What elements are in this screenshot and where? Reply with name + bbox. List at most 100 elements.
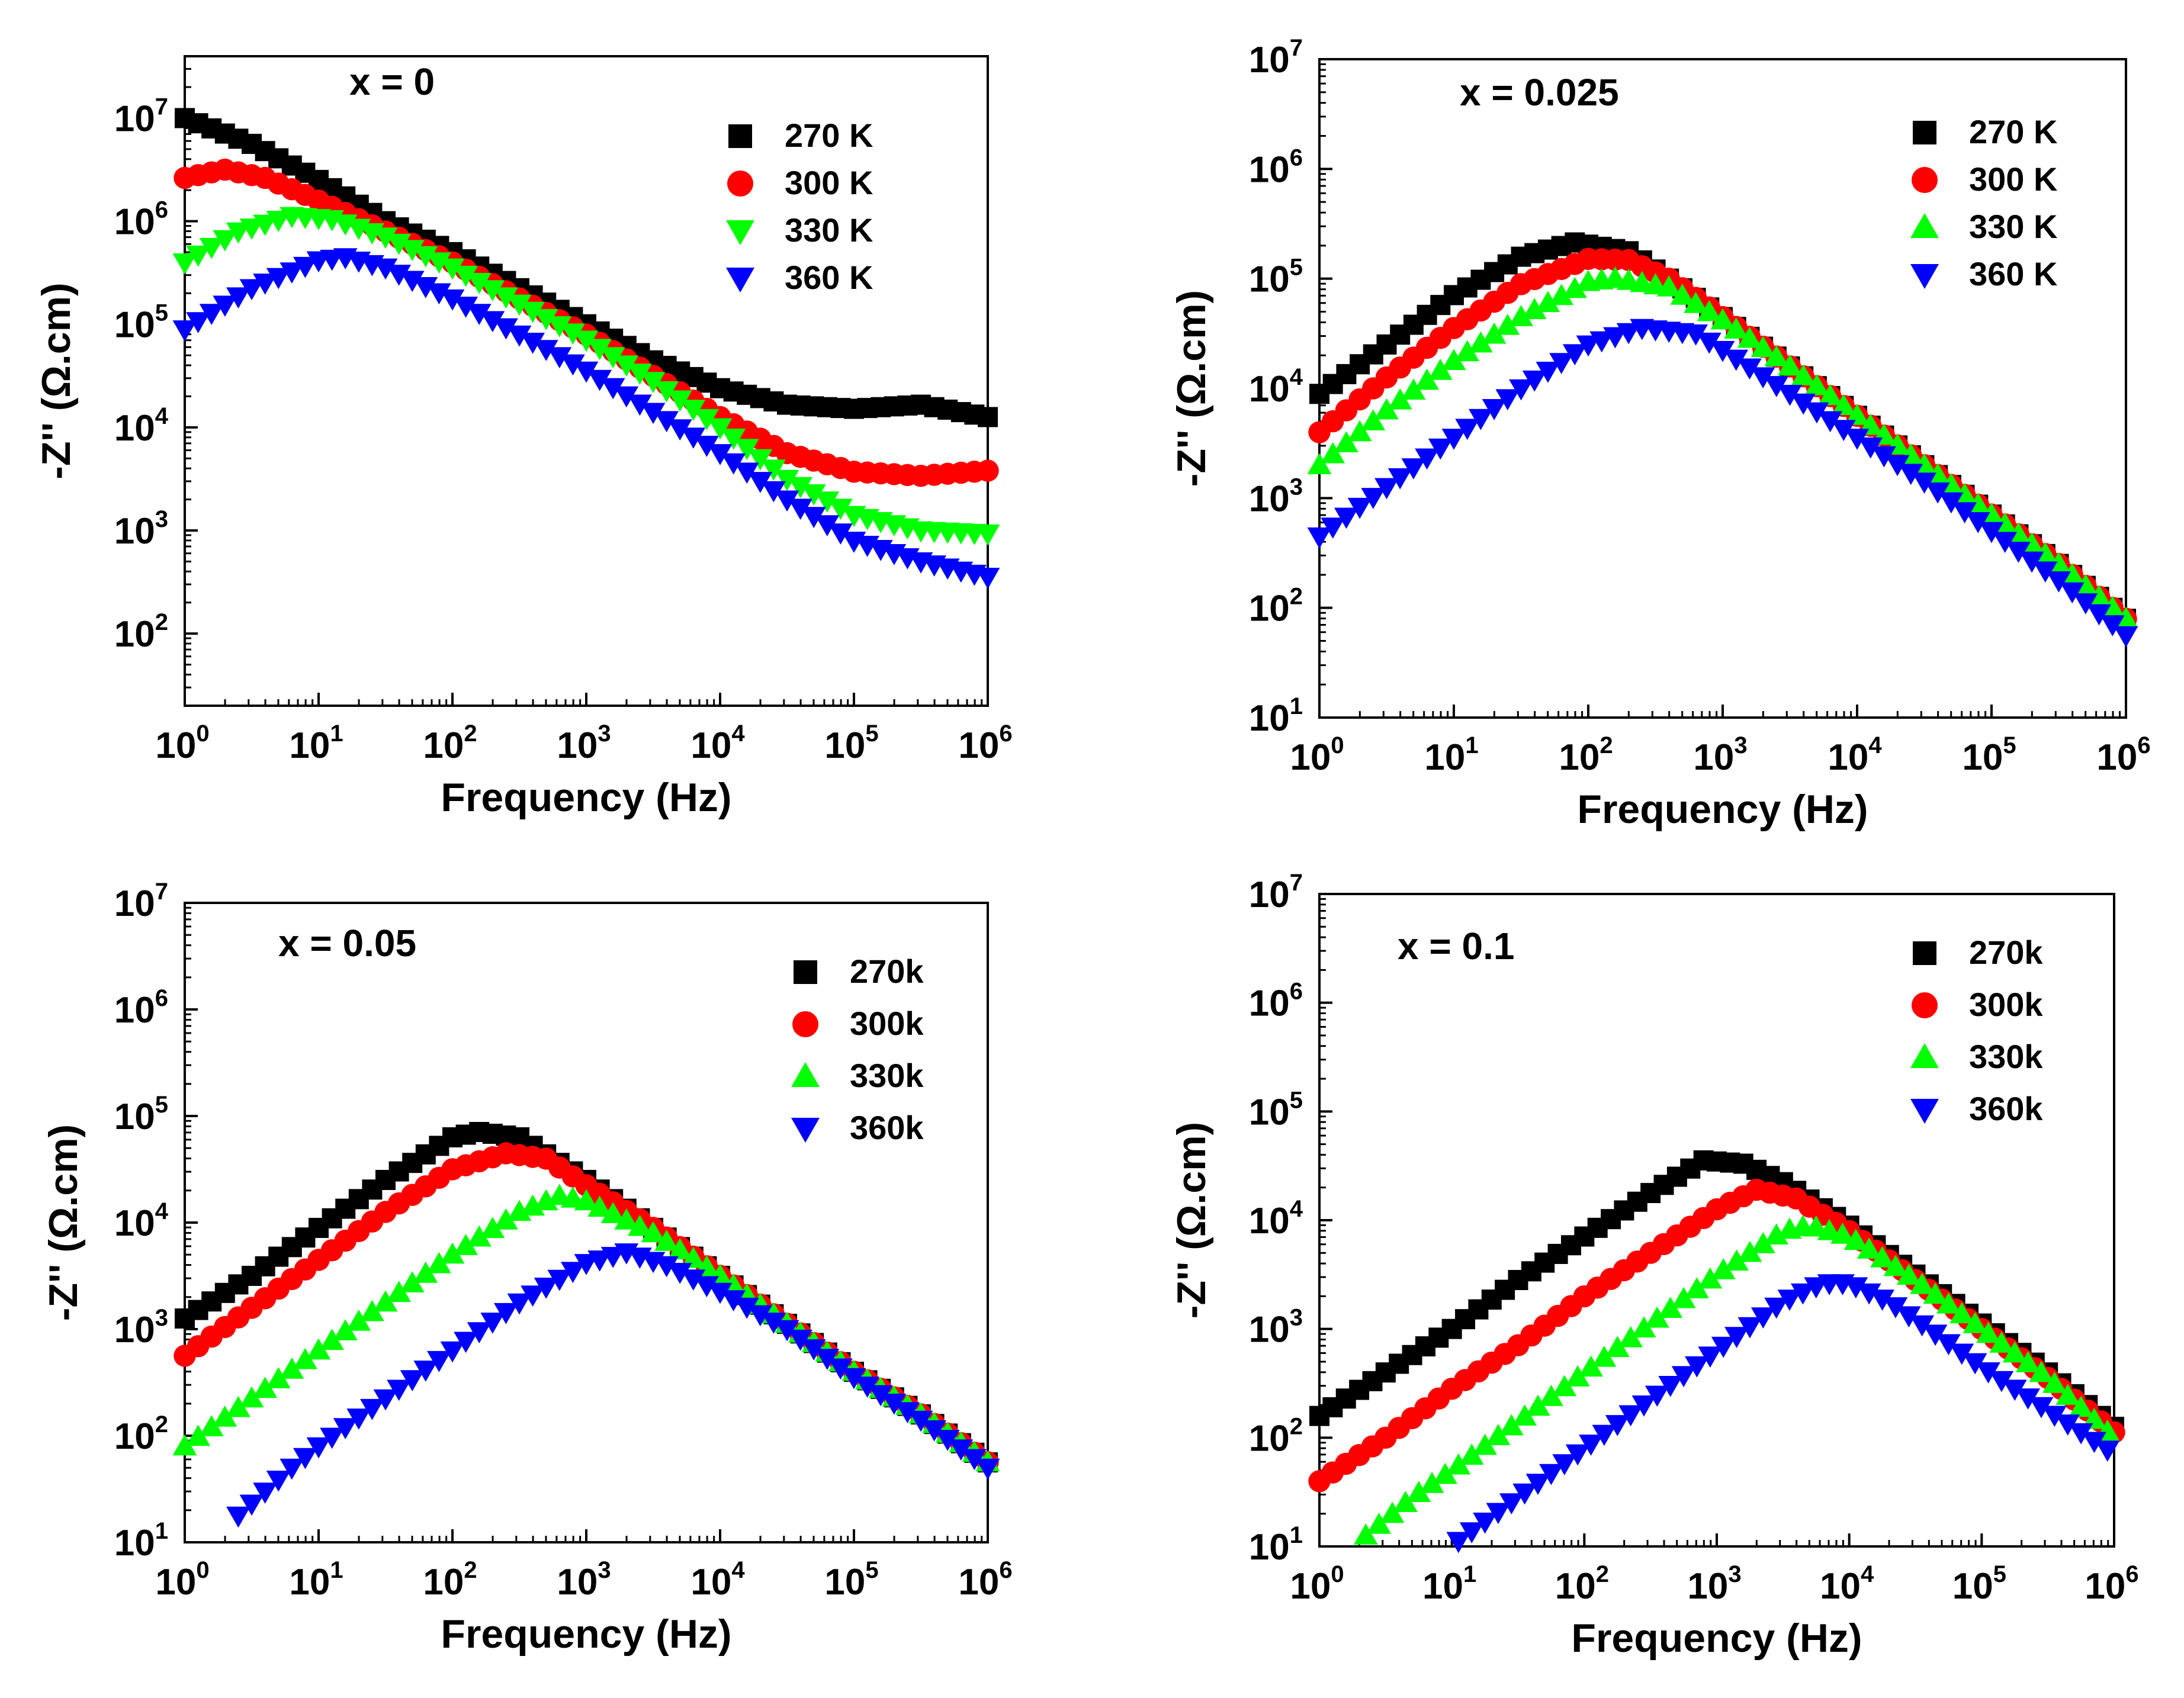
data-point [1658,1375,1683,1397]
data-point [641,372,666,393]
data-point [172,1434,197,1456]
data-point [977,459,999,482]
data-point [400,1271,425,1292]
y-tick-label: 107 [1249,870,1303,915]
data-point [1536,362,1560,383]
data-point [1697,300,1721,321]
data-point [534,308,558,330]
x-tick-label: 102 [423,1557,477,1603]
data-point [1843,1229,1868,1250]
data-point [1764,345,1789,366]
x-tick-label: 103 [1693,732,1747,778]
data-point [1616,323,1641,345]
x-tick-label: 106 [958,721,1012,766]
data-point [1870,1246,1894,1268]
data-point [1791,393,1816,415]
data-point [547,347,572,369]
data-point [467,273,492,294]
data-point [1912,472,1936,494]
y-tick-label: 106 [1249,979,1303,1024]
data-point [1684,324,1708,346]
data-point [1936,1334,1961,1356]
data-point [587,1195,612,1217]
data-point [1804,1215,1829,1237]
data-point [1334,431,1358,452]
data-point [1818,411,1842,433]
data-point [1536,291,1560,313]
data-point [721,453,746,475]
data-point [186,1424,210,1446]
y-tick-label: 102 [1249,1413,1303,1459]
data-point [1605,1415,1630,1436]
data-point [253,1482,277,1504]
y-tick-label: 102 [1249,584,1303,629]
legend-label: 330k [850,1057,924,1094]
data-point [788,1329,812,1351]
data-point [1751,336,1775,358]
data-point [587,339,612,361]
data-point [1482,322,1507,344]
data-point [721,1290,746,1311]
data-point [1830,1223,1855,1244]
data-point [494,1303,518,1324]
legend-marker [791,1118,820,1143]
data-point [1952,502,1977,523]
data-point [280,1458,304,1480]
data-point [828,1358,853,1380]
data-point [1737,326,1762,348]
x-tick-label: 100 [155,1557,209,1603]
data-point [574,1254,599,1275]
data-point [172,253,197,275]
data-point [507,294,532,316]
data-point [213,295,237,317]
y-tick-label: 101 [1249,1522,1303,1568]
data-point [2114,626,2138,648]
data-point [467,1225,492,1247]
data-point [547,316,572,337]
y-tick-label: 103 [1249,474,1303,519]
data-point [1522,298,1547,319]
data-point [1321,517,1345,539]
data-point [440,289,465,311]
data-point [1963,1353,1987,1375]
data-point [413,246,438,268]
data-point [868,1385,893,1407]
data-point [280,1358,304,1379]
data-point [1870,1289,1894,1311]
data-point [1401,458,1426,480]
legend-label: 270 K [1969,113,2057,150]
data-point [695,409,719,430]
data-point [2016,1388,2041,1410]
series-330k [1353,1215,2120,1545]
data-point [1831,394,1856,415]
data-point [1899,464,1923,485]
x-tick-label: 106 [958,1557,1012,1603]
legend-label: 360 K [1969,255,2057,292]
data-point [1576,335,1601,357]
data-point [1579,1435,1603,1456]
data-point [667,419,692,440]
x-tick-label: 103 [1687,1561,1741,1607]
data-point [1857,1283,1881,1305]
data-point [2002,1379,2027,1401]
data-point [1976,1362,2000,1384]
data-point [1374,398,1399,420]
data-point [239,218,264,240]
data-point [801,507,826,529]
data-point [801,1339,826,1361]
data-point [306,1437,331,1459]
data-point [1737,358,1762,380]
data-point [600,1202,625,1223]
data-point [842,1368,866,1390]
legend-label: 300 K [1969,160,2057,198]
data-point [387,1379,411,1401]
data-point [521,1285,545,1307]
data-point [695,436,719,457]
data-point [387,233,411,255]
data-point [1939,492,1964,514]
y-tick-label: 104 [1249,1196,1303,1242]
data-point [266,1367,291,1388]
x-tick-label: 101 [289,1557,343,1603]
data-point [440,258,465,280]
data-point [1724,1249,1749,1271]
